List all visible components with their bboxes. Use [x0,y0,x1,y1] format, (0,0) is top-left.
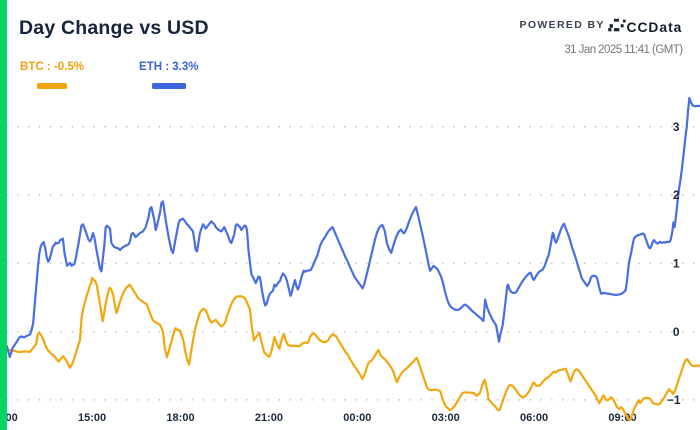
svg-text:3: 3 [673,120,680,134]
svg-text:06:00: 06:00 [520,412,548,424]
svg-text:00:00: 00:00 [343,412,371,424]
svg-text:18:00: 18:00 [166,412,194,424]
svg-text:2: 2 [673,188,680,202]
svg-text:0: 0 [673,325,680,339]
svg-text:−1: −1 [667,393,681,407]
svg-text:21:00: 21:00 [255,412,283,424]
svg-text:1: 1 [673,257,680,271]
svg-text:15:00: 15:00 [78,412,106,424]
svg-text:03:00: 03:00 [432,412,460,424]
